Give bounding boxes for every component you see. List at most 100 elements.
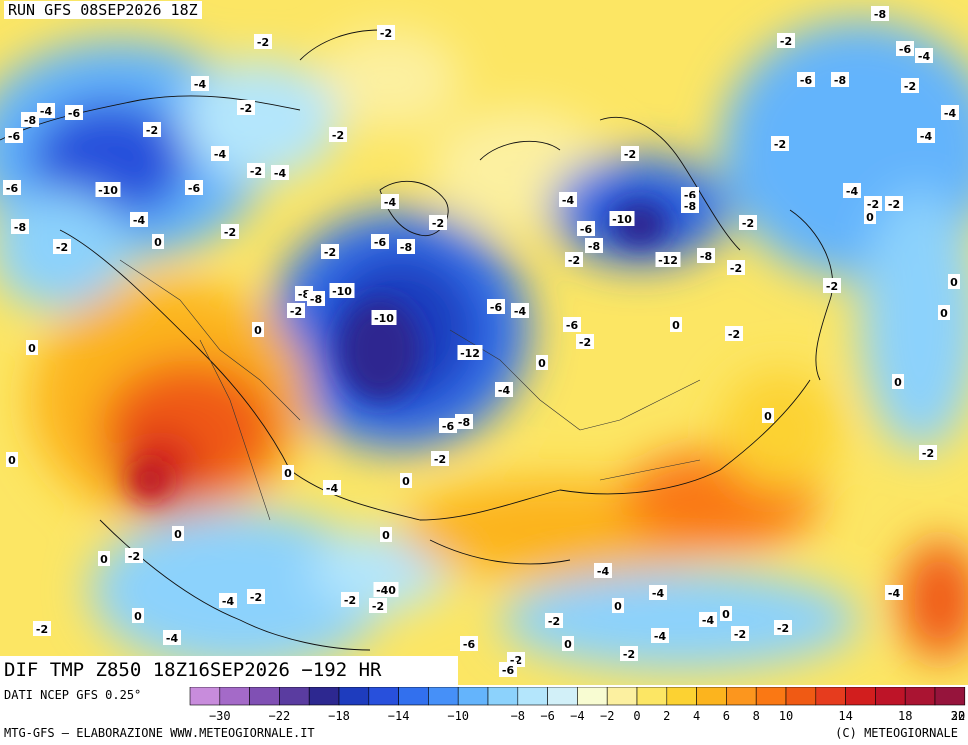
value-label: -6 (896, 41, 914, 56)
value-label-text: -4 (702, 614, 715, 627)
value-label-box (219, 593, 237, 608)
value-label: -6 (563, 317, 581, 332)
value-label-box (3, 180, 21, 195)
value-label-box (864, 196, 882, 211)
value-label-box (771, 136, 789, 151)
value-label-box (172, 526, 184, 541)
value-label-text: -6 (6, 182, 19, 195)
value-label-text: -2 (623, 648, 635, 661)
value-label-text: -4 (654, 630, 667, 643)
value-label-text: -4 (166, 632, 179, 645)
value-label: -2 (431, 451, 449, 466)
value-label-box (681, 198, 699, 213)
scale-tick-label: 22 (951, 709, 965, 723)
scale-tick-label: 6 (723, 709, 730, 723)
value-label: -4 (495, 382, 513, 397)
value-label-box (95, 182, 121, 197)
value-label-box (369, 598, 387, 613)
value-label-box (774, 620, 792, 635)
value-label-text: -6 (8, 130, 21, 143)
value-label-text: -2 (624, 148, 636, 161)
value-label: -4 (37, 103, 55, 118)
value-label-text: -8 (684, 200, 696, 213)
scale-tick-label: −18 (328, 709, 350, 723)
value-label-text: -8 (700, 250, 712, 263)
value-label-box (896, 41, 914, 56)
value-label-text: -2 (922, 447, 934, 460)
value-label-box (247, 589, 265, 604)
value-label: -4 (594, 563, 612, 578)
value-label-box (565, 252, 583, 267)
value-label-text: -8 (14, 221, 26, 234)
value-label-text: -6 (68, 107, 81, 120)
value-label: -4 (323, 480, 341, 495)
value-label: -8 (397, 239, 415, 254)
value-label-text: -2 (826, 280, 838, 293)
value-label-text: 0 (134, 610, 142, 623)
value-label: -4 (271, 165, 289, 180)
value-label-text: -4 (498, 384, 511, 397)
value-label: -6 (487, 299, 505, 314)
value-label: -2 (329, 127, 347, 142)
value-label-text: -4 (274, 167, 287, 180)
value-label-text: -6 (442, 420, 455, 433)
value-label-box (211, 146, 229, 161)
value-label-text: -2 (324, 246, 336, 259)
scale-tick-label: −2 (600, 709, 614, 723)
value-label-text: -2 (434, 453, 446, 466)
value-label: -4 (219, 593, 237, 608)
value-label: -2 (53, 239, 71, 254)
value-label: -2 (33, 621, 51, 636)
value-label: -2 (727, 260, 745, 275)
value-label-box (98, 551, 110, 566)
value-label-text: -2 (867, 198, 879, 211)
value-label-text: -4 (888, 587, 901, 600)
value-label-text: 0 (538, 357, 546, 370)
value-label-text: -2 (240, 102, 252, 115)
value-label-text: -10 (612, 213, 632, 226)
value-label-box (612, 598, 624, 613)
value-label-box (762, 408, 774, 423)
value-label: 0 (864, 209, 876, 224)
value-label-box (371, 234, 389, 249)
value-label: -6 (371, 234, 389, 249)
value-label-box (431, 451, 449, 466)
value-label: -2 (777, 33, 795, 48)
value-label: -12 (457, 345, 483, 360)
value-label: 0 (762, 408, 774, 423)
value-label-text: -2 (432, 217, 444, 230)
value-label: 0 (536, 355, 548, 370)
value-label-text: -8 (400, 241, 412, 254)
value-label: -4 (511, 303, 529, 318)
value-label: 0 (670, 317, 682, 332)
credit-right: (C) METEOGIORNALE (835, 726, 958, 740)
value-label-box (941, 105, 959, 120)
value-label: -2 (369, 598, 387, 613)
value-label: -4 (649, 585, 667, 600)
value-label-text: -4 (384, 196, 397, 209)
value-label-box (380, 527, 392, 542)
value-label-text: -2 (780, 35, 792, 48)
scale-swatch (279, 687, 310, 706)
value-label-box (697, 248, 715, 263)
scale-swatch (398, 687, 429, 706)
scale-swatch (636, 687, 668, 706)
value-label: -6 (3, 180, 21, 195)
value-label-text: -4 (846, 185, 859, 198)
value-label: -2 (565, 252, 583, 267)
value-label-box (53, 239, 71, 254)
value-label-text: -6 (374, 236, 387, 249)
value-label-text: 0 (564, 638, 572, 651)
value-label-text: -2 (56, 241, 68, 254)
value-label-text: -4 (222, 595, 235, 608)
value-label-box (237, 100, 255, 115)
scale-tick-label: −8 (511, 709, 525, 723)
value-label-text: -4 (326, 482, 339, 495)
value-label-box (739, 215, 757, 230)
value-label-text: -12 (658, 254, 678, 267)
value-label-box (511, 303, 529, 318)
value-label: -10 (329, 283, 355, 298)
scale-tick-label: −6 (540, 709, 554, 723)
value-label-text: 0 (672, 319, 680, 332)
